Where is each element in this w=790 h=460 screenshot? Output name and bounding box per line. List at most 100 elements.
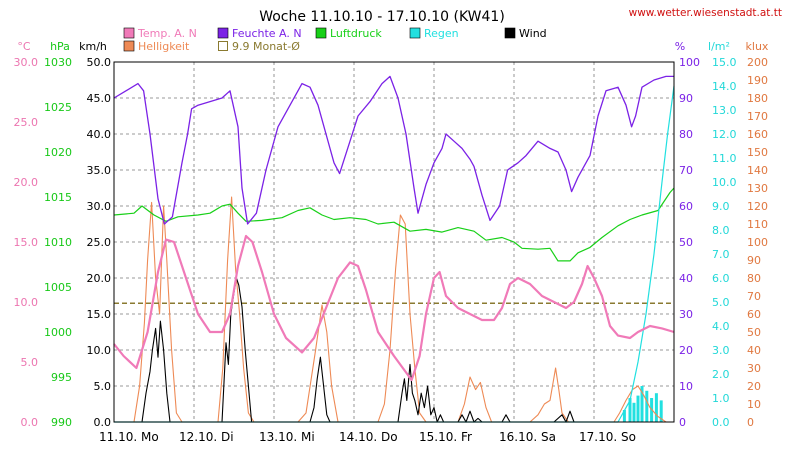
tick-label: 100 <box>747 236 768 249</box>
tick-label: 20 <box>747 380 761 393</box>
tick-label: 3.0 <box>712 344 730 357</box>
legend-label: Temp. A. N <box>137 27 197 40</box>
tick-label: 0 <box>747 416 754 429</box>
tick-label: 100 <box>679 56 700 69</box>
rain-bar <box>659 400 663 422</box>
tick-label: 4.0 <box>712 320 730 333</box>
tick-label: 20 <box>679 344 693 357</box>
tick-label: 30 <box>679 308 693 321</box>
chart-title: Woche 11.10.10 - 17.10.10 (KW41) <box>259 9 505 25</box>
tick-label: 1030 <box>44 56 72 69</box>
x-tick-label: 15.10. Fr <box>419 430 472 444</box>
tick-label: 30.0 <box>87 200 112 213</box>
tick-label: 14.0 <box>712 80 737 93</box>
tick-label: 995 <box>51 371 72 384</box>
legend: Temp. A. N Feuchte A. N Luftdruck Regen Wind… <box>123 27 547 53</box>
legend-item: Regen <box>409 27 459 40</box>
tick-label: 45.0 <box>87 92 112 105</box>
axis-unit-label: l/m² <box>708 40 730 53</box>
series-line <box>113 234 675 382</box>
tick-label: 8.0 <box>712 224 730 237</box>
tick-label: 35.0 <box>87 164 112 177</box>
tick-label: 30.0 <box>14 56 39 69</box>
axis-units: °C hPa km/h% l/m² klux <box>17 40 769 53</box>
tick-label: 1020 <box>44 146 72 159</box>
axis-ticks: 0.05.010.015.020.025.030.099099510001005… <box>14 56 769 429</box>
rain-bar <box>640 386 644 422</box>
rain-bar <box>645 390 649 422</box>
tick-label: 2.0 <box>712 368 730 381</box>
rain-bar <box>654 393 658 422</box>
axis-unit-label: hPa <box>50 40 70 53</box>
x-tick-label: 16.10. Sa <box>499 430 556 444</box>
tick-label: 10 <box>747 398 761 411</box>
source-link[interactable]: www.wetter.wiesenstadt.at.tt <box>629 7 782 19</box>
tick-label: 0.0 <box>712 416 730 429</box>
tick-label: 40.0 <box>87 128 112 141</box>
tick-label: 200 <box>747 56 768 69</box>
tick-label: 990 <box>51 416 72 429</box>
tick-label: 0 <box>679 416 686 429</box>
tick-label: 0.0 <box>94 416 112 429</box>
legend-swatch <box>218 41 228 51</box>
legend-swatch <box>217 27 229 39</box>
tick-label: 20.0 <box>87 272 112 285</box>
axis-unit-label: klux <box>746 40 769 53</box>
tick-label: 70 <box>679 164 693 177</box>
tick-label: 60 <box>679 200 693 213</box>
legend-swatch <box>409 27 421 39</box>
plot-frame <box>113 61 675 423</box>
tick-label: 140 <box>747 164 768 177</box>
tick-label: 150 <box>747 146 768 159</box>
tick-label: 130 <box>747 182 768 195</box>
tick-label: 1010 <box>44 236 72 249</box>
series-line <box>114 85 675 423</box>
tick-label: 15.0 <box>14 236 39 249</box>
tick-label: 1015 <box>44 191 72 204</box>
tick-label: 5.0 <box>712 296 730 309</box>
tick-label: 11.0 <box>712 152 737 165</box>
rain-bar <box>622 410 626 422</box>
legend-label: Feuchte A. N <box>232 27 302 40</box>
tick-label: 50 <box>679 236 693 249</box>
legend-item: 9.9 Monat-Ø <box>218 40 300 53</box>
tick-label: 170 <box>747 110 768 123</box>
tick-label: 120 <box>747 200 768 213</box>
tick-label: 10.0 <box>712 176 737 189</box>
tick-label: 13.0 <box>712 104 737 117</box>
x-tick-label: 17.10. So <box>579 430 636 444</box>
tick-label: 10 <box>679 380 693 393</box>
rain-bar <box>636 395 640 422</box>
tick-label: 9.0 <box>712 200 730 213</box>
x-axis-labels: 11.10. Mo 12.10. Di 13.10. Mi 14.10. Do 15.1… <box>99 430 636 444</box>
tick-label: 7.0 <box>712 248 730 261</box>
tick-label: 5.0 <box>94 380 112 393</box>
tick-label: 1025 <box>44 101 72 114</box>
legend-item: Temp. A. N <box>123 27 197 40</box>
tick-label: 90 <box>747 254 761 267</box>
tick-label: 10.0 <box>87 344 112 357</box>
tick-label: 1000 <box>44 326 72 339</box>
tick-label: 40 <box>747 344 761 357</box>
tick-label: 110 <box>747 218 768 231</box>
tick-label: 40 <box>679 272 693 285</box>
legend-item: Helligkeit <box>123 40 190 53</box>
series-line <box>113 75 674 225</box>
axis-unit-label: °C <box>17 40 31 53</box>
legend-label: 9.9 Monat-Ø <box>232 40 300 53</box>
tick-label: 30 <box>747 362 761 375</box>
x-tick-label: 11.10. Mo <box>99 430 159 444</box>
legend-item: Luftdruck <box>315 27 382 40</box>
rain-bar <box>628 398 632 422</box>
tick-label: 160 <box>747 128 768 141</box>
tick-label: 1005 <box>44 281 72 294</box>
tick-label: 50.0 <box>87 56 112 69</box>
tick-label: 20.0 <box>14 176 39 189</box>
tick-label: 15.0 <box>87 308 112 321</box>
legend-swatch <box>123 27 135 39</box>
axis-unit-label: km/h <box>79 40 107 53</box>
legend-label: Regen <box>424 27 459 40</box>
legend-swatch <box>504 27 516 39</box>
tick-label: 15.0 <box>712 56 737 69</box>
